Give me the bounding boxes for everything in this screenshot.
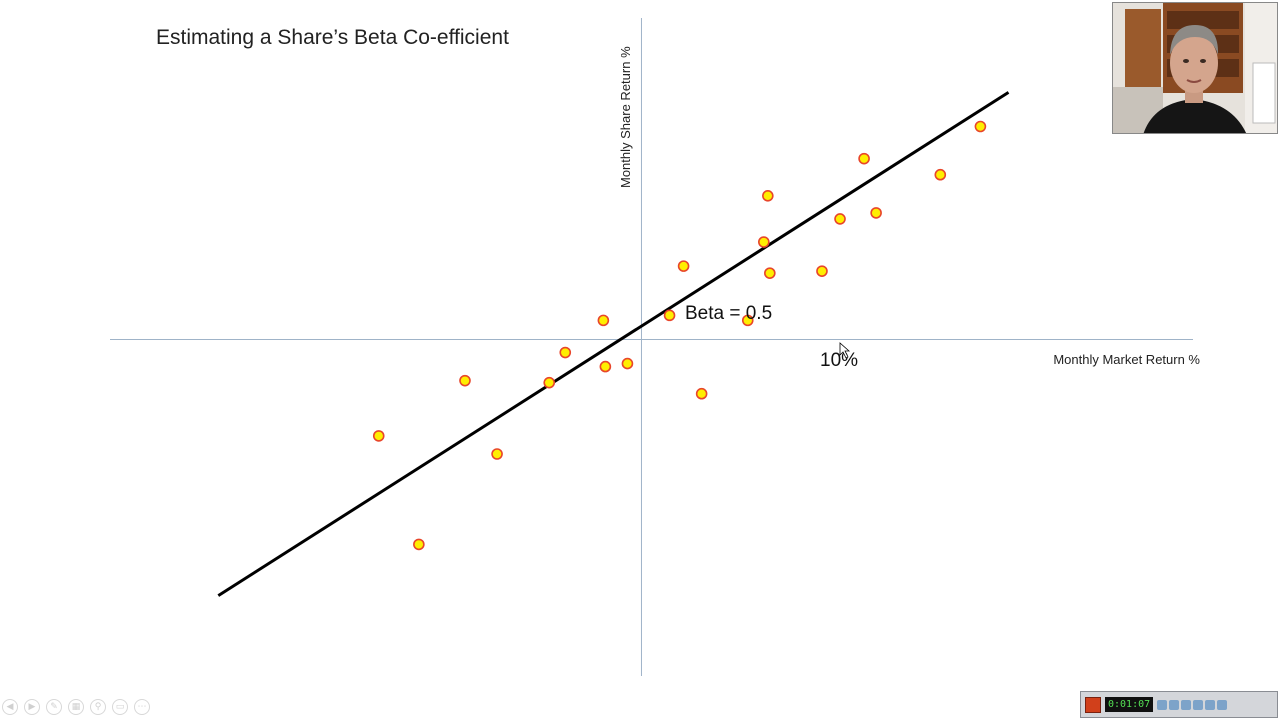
presenter-webcam [1112, 2, 1278, 134]
mouse-cursor-icon [839, 342, 851, 359]
slides-icon[interactable]: ▦ [68, 699, 84, 715]
data-point [858, 152, 870, 165]
data-points [372, 120, 987, 551]
axes [110, 18, 1193, 676]
more-icon[interactable]: ⋯ [134, 699, 150, 715]
record-stop-button[interactable] [1085, 696, 1101, 713]
data-point [695, 387, 708, 400]
data-point [741, 314, 754, 327]
chart-labels: Monthly Share Return % Monthly Market Re… [618, 46, 1200, 371]
data-point [974, 120, 987, 133]
x-axis-label: Monthly Market Return % [1053, 352, 1200, 367]
beta-annotation: Beta = 0.5 [685, 303, 772, 324]
microphone-icon[interactable] [1157, 699, 1168, 710]
slideshow-controls: ◀ ▶ ✎ ▦ ⚲ ▭ ⋯ [2, 698, 150, 716]
data-point [621, 357, 634, 370]
regression-line-group [217, 91, 1010, 597]
data-point [764, 267, 776, 279]
y-axis-label: Monthly Share Return % [618, 46, 633, 188]
prev-icon[interactable]: ◀ [2, 699, 18, 715]
tick-label-10pct: 10% [820, 350, 858, 371]
screen-recorder-toolbar: 0:01:07 [1080, 691, 1278, 718]
data-point [559, 346, 572, 359]
settings-icon[interactable] [1205, 699, 1216, 710]
data-point [816, 265, 828, 277]
data-point [758, 236, 770, 248]
slide-title: Estimating a Share’s Beta Co-efficient [156, 26, 509, 49]
data-point [762, 190, 774, 202]
zoom-icon[interactable]: ⚲ [90, 699, 106, 715]
data-point [677, 260, 690, 272]
folder-icon[interactable] [1193, 699, 1204, 710]
camera-icon[interactable] [1181, 699, 1192, 710]
recorder-icons [1157, 699, 1228, 710]
volume-icon[interactable] [1169, 699, 1180, 710]
data-point [663, 309, 676, 322]
data-point [543, 376, 556, 389]
data-point [459, 374, 471, 387]
regression-line [217, 91, 1010, 597]
webcam-image [1113, 3, 1277, 133]
data-point [597, 314, 610, 327]
data-point [834, 213, 846, 225]
data-point [599, 360, 612, 373]
data-point [413, 538, 425, 551]
data-point [934, 168, 947, 181]
next-icon[interactable]: ▶ [24, 699, 40, 715]
record-timer: 0:01:07 [1105, 697, 1154, 712]
data-point [491, 448, 503, 460]
pen-icon[interactable]: ✎ [46, 699, 62, 715]
screen-icon[interactable]: ▭ [112, 699, 128, 715]
data-point [870, 207, 882, 219]
data-point [372, 430, 385, 442]
window-icon[interactable] [1217, 699, 1228, 710]
